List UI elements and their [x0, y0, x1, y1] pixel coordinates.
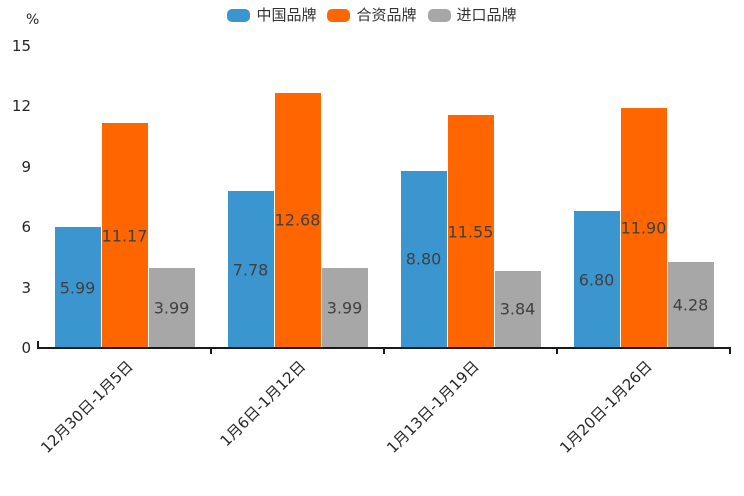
bar-series1-group2	[447, 115, 494, 348]
legend-item-label: 进口品牌	[456, 6, 517, 24]
x-axis-line	[37, 347, 731, 349]
legend: 中国品牌 合资品牌 进口品牌	[0, 7, 744, 24]
bar-value-label: 11.17	[101, 226, 148, 246]
y-axis-unit-label: %	[26, 12, 40, 28]
y-axis-tick-label: 12	[11, 97, 31, 116]
x-axis-tick	[37, 341, 39, 347]
bar-series2-group1	[321, 267, 368, 348]
bar-value-label: 11.90	[620, 218, 667, 238]
x-axis-tick	[556, 349, 558, 354]
bar-series0-group2	[400, 170, 447, 348]
bar-series2-group3	[667, 261, 714, 348]
bar-series1-group3	[620, 108, 667, 348]
bar-series2-group0	[148, 267, 195, 348]
legend-item-1[interactable]: 合资品牌	[327, 6, 417, 24]
x-axis-label: 1月20日-1月26日	[556, 357, 656, 457]
bar-value-label: 6.80	[578, 270, 615, 290]
y-axis-tick-label: 0	[21, 339, 31, 357]
y-axis-tick-label: 15	[11, 37, 31, 55]
bar-series1-group0	[101, 123, 148, 348]
bar-value-label: 3.99	[326, 298, 363, 318]
legend-item-label: 中国品牌	[256, 6, 317, 24]
legend-swatch	[227, 9, 251, 22]
bar-value-label: 8.80	[405, 249, 442, 269]
y-axis-tick-label: 3	[21, 278, 31, 297]
bar-value-label: 11.55	[447, 222, 494, 242]
y-axis-tick-label: 6	[21, 218, 31, 237]
legend-swatch	[327, 9, 351, 22]
bar-value-label: 5.99	[59, 278, 96, 298]
legend-item-0[interactable]: 中国品牌	[227, 7, 316, 24]
bar-value-label: 12.68	[274, 210, 321, 230]
legend-item-2[interactable]: 进口品牌	[427, 6, 517, 24]
bar-value-label: 7.78	[232, 260, 269, 280]
y-axis-tick-label: 9	[21, 157, 31, 176]
legend-item-label: 合资品牌	[356, 6, 417, 24]
x-axis-tick	[383, 349, 385, 354]
bar-value-label: 4.28	[672, 295, 709, 315]
legend-swatch	[427, 9, 451, 22]
bar-value-label: 3.84	[499, 299, 536, 319]
x-axis-label: 1月13日-1月19日	[383, 357, 483, 457]
bar-series0-group0	[54, 227, 101, 348]
bar-series0-group1	[227, 191, 274, 348]
x-axis-tick	[729, 349, 731, 354]
plot-area: 5.99 7.78 8.80 6.80 11.17 12.68 11.55 11.90 3.99…	[38, 46, 730, 348]
bar-value-label: 3.99	[153, 298, 190, 318]
bar-series0-group3	[573, 211, 620, 348]
bar-series1-group1	[274, 92, 321, 348]
x-axis-tick	[210, 349, 212, 354]
bar-series2-group2	[494, 270, 541, 348]
x-axis-label: 1月6日-1月12日	[216, 357, 310, 451]
x-axis-label: 12月30日-1月5日	[37, 357, 137, 457]
